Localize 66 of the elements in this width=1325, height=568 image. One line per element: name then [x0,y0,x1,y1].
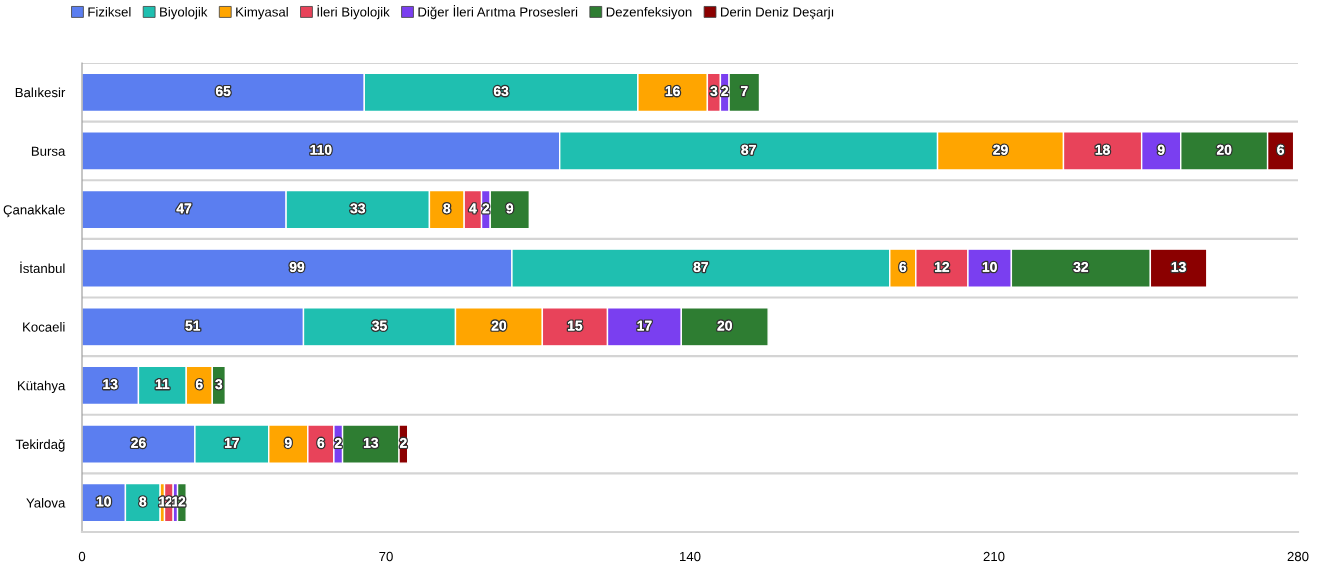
legend-label: İleri Biyolojik [317,5,390,20]
data-label: 2 [165,496,173,507]
data-label: 9 [1157,144,1165,155]
data-label: 2 [399,437,407,448]
legend-label: Fiziksel [88,6,131,17]
data-label: 4 [469,203,477,214]
legend-label: Diğer İleri Arıtma Prosesleri [418,5,578,20]
data-label: 32 [1073,262,1089,272]
data-label: 2 [334,437,342,448]
data-label: 51 [185,320,201,331]
data-label: 10 [96,496,111,507]
x-tick-label: 210 [983,551,1005,562]
data-label: 7 [741,86,748,96]
data-label: 65 [215,86,231,97]
data-label: 18 [1095,144,1110,155]
data-label: 8 [443,203,451,214]
data-label: 26 [131,437,146,448]
data-label: 20 [717,320,732,331]
data-label: 8 [139,496,147,507]
data-label: 6 [1277,144,1284,155]
data-label: 99 [289,262,305,272]
data-label: 35 [372,320,387,331]
data-label: 2 [721,86,729,96]
data-label: 87 [693,262,708,272]
y-tick-label: Çanakkale [3,204,65,218]
data-label: 29 [993,144,1008,155]
y-tick-label: Tekirdağ [15,439,65,452]
legend-label: Derin Deniz Deşarjı [721,6,834,20]
y-tick-label: Kütahya [18,380,66,393]
data-label: 20 [491,320,507,331]
x-tick-label: 140 [680,551,701,562]
data-label: 13 [363,437,379,448]
legend-label: Dezenfeksiyon [606,6,692,20]
data-label: 17 [224,438,239,448]
data-label: 6 [317,437,325,448]
data-label: 11 [155,379,170,390]
x-tick-label: 0 [78,551,86,562]
data-label: 3 [710,86,718,97]
y-tick-label: Balıkesir [15,87,66,98]
x-tick-label: 70 [379,551,393,562]
data-label: 9 [506,203,514,214]
data-label: 9 [284,437,292,448]
data-label: 3 [215,379,223,390]
data-label: 13 [1171,262,1186,272]
data-label: 17 [637,320,652,331]
y-tick-label: Yalova [26,497,66,508]
x-tick-label: 280 [1287,551,1309,562]
data-label: 16 [665,86,680,97]
data-label: 6 [195,379,203,390]
data-label: 47 [176,203,192,214]
y-tick-label: İstanbul [20,261,65,274]
data-label: 2 [178,496,186,507]
data-label: 10 [982,262,997,272]
data-label: 15 [568,320,583,331]
data-label: 87 [741,144,756,155]
legend-label: Kimyasal [236,6,288,20]
y-tick-label: Kocaeli [23,322,65,332]
data-label: 63 [493,86,509,97]
data-label: 12 [935,262,950,272]
data-label: 33 [350,203,365,214]
data-label: 110 [310,144,332,155]
y-tick-label: Bursa [31,146,66,156]
data-label: 20 [1216,144,1232,155]
data-label: 13 [103,379,118,390]
data-label: 6 [899,262,907,272]
legend-label: Biyolojik [160,6,208,20]
